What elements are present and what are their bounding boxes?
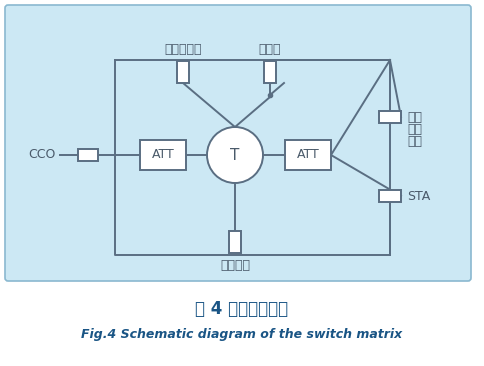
Text: 图 4 开关矩阵原理: 图 4 开关矩阵原理 <box>195 300 288 318</box>
Text: 信号源: 信号源 <box>258 43 281 56</box>
Text: CCO: CCO <box>29 149 56 161</box>
Text: 设备: 设备 <box>406 135 421 148</box>
Text: Fig.4 Schematic diagram of the switch matrix: Fig.4 Schematic diagram of the switch ma… <box>81 328 402 341</box>
FancyBboxPatch shape <box>378 111 400 123</box>
FancyBboxPatch shape <box>5 5 470 281</box>
FancyBboxPatch shape <box>140 140 186 170</box>
Text: T: T <box>230 147 239 163</box>
FancyBboxPatch shape <box>78 149 98 161</box>
Text: ATT: ATT <box>151 149 174 161</box>
Text: 信号矩阵: 信号矩阵 <box>220 259 249 272</box>
Text: STA: STA <box>406 190 429 202</box>
Text: 收发: 收发 <box>406 123 421 136</box>
FancyBboxPatch shape <box>378 190 400 202</box>
FancyBboxPatch shape <box>228 231 241 253</box>
Text: ATT: ATT <box>296 149 319 161</box>
Circle shape <box>207 127 262 183</box>
Text: 信号分析仪: 信号分析仪 <box>164 43 201 56</box>
FancyBboxPatch shape <box>285 140 330 170</box>
Text: 透明: 透明 <box>406 111 421 124</box>
FancyBboxPatch shape <box>263 61 275 83</box>
FancyBboxPatch shape <box>177 61 189 83</box>
